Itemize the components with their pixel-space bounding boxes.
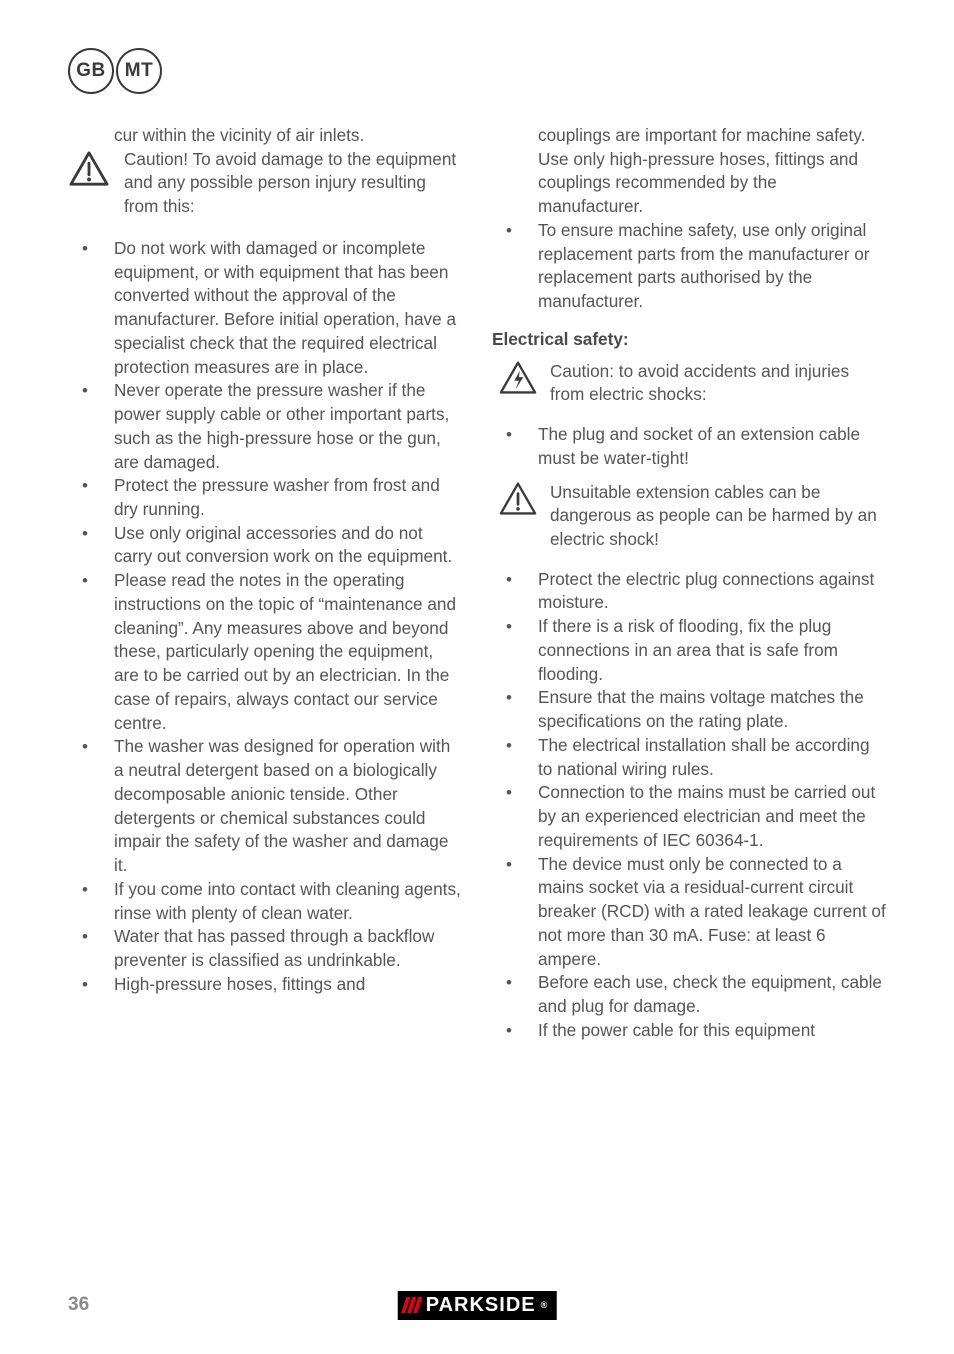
country-badge-mt: MT — [116, 48, 162, 94]
list-item: Before each use, check the equipment, ca… — [492, 971, 886, 1018]
bullet-text: Protect the electric plug connections ag… — [538, 569, 874, 613]
extension-warn-block: Unsuitable extension cables can be dange… — [492, 481, 886, 552]
warning-icon — [498, 481, 538, 517]
list-item: The washer was designed for operation wi… — [68, 735, 462, 877]
shock-caution-text: Caution: to avoid accidents and injuries… — [550, 360, 886, 407]
brand-registered-icon: ® — [541, 1300, 549, 1310]
list-item: Please read the notes in the operating i… — [68, 569, 462, 735]
shock-caution-block: Caution: to avoid accidents and injuries… — [492, 360, 886, 407]
caution-text: Caution! To avoid damage to the equipmen… — [124, 148, 462, 219]
right-top-bullet-list: To ensure machine safety, use only origi… — [492, 219, 886, 314]
list-item: The device must only be connected to a m… — [492, 853, 886, 972]
electrical-safety-heading: Electrical safety: — [492, 328, 886, 352]
bullet-text: Before each use, check the equipment, ca… — [538, 972, 882, 1016]
left-continuation-text: cur within the vicinity of air inlets. — [68, 124, 462, 148]
bullet-text: The device must only be connected to a m… — [538, 854, 886, 969]
bullet-text: The washer was designed for operation wi… — [114, 736, 450, 875]
list-item: If there is a risk of flooding, fix the … — [492, 615, 886, 686]
bullet-text: If the power cable for this equipment — [538, 1020, 815, 1040]
list-item: If you come into contact with cleaning a… — [68, 878, 462, 925]
brand-logo: PARKSIDE ® — [398, 1291, 557, 1320]
list-item: Never operate the pressure washer if the… — [68, 379, 462, 474]
bullet-text: Ensure that the mains voltage matches th… — [538, 687, 864, 731]
list-item: The plug and socket of an extension cabl… — [492, 423, 886, 470]
electric-shock-icon — [498, 360, 538, 396]
right-column: couplings are important for machine safe… — [492, 124, 886, 1042]
bullet-text: Connection to the mains must be carried … — [538, 782, 875, 849]
right-continuation-text: couplings are important for machine safe… — [492, 124, 886, 219]
list-item: Water that has passed through a backflow… — [68, 925, 462, 972]
bullet-text: Use only original accessories and do not… — [114, 523, 452, 567]
list-item: Protect the pressure washer from frost a… — [68, 474, 462, 521]
bullet-text: High-pressure hoses, fittings and — [114, 974, 365, 994]
right-mid-bullet-list: The plug and socket of an extension cabl… — [492, 423, 886, 470]
list-item: Connection to the mains must be carried … — [492, 781, 886, 852]
page-number: 36 — [68, 1294, 89, 1316]
bullet-text: Water that has passed through a backflow… — [114, 926, 434, 970]
bullet-text: If there is a risk of flooding, fix the … — [538, 616, 838, 683]
list-item: The electrical installation shall be acc… — [492, 734, 886, 781]
bullet-text: To ensure machine safety, use only origi… — [538, 220, 869, 311]
list-item: If the power cable for this equipment — [492, 1019, 886, 1043]
list-item: High-pressure hoses, fittings and — [68, 973, 462, 997]
country-badge-gb: GB — [68, 48, 114, 94]
list-item: Do not work with damaged or incomplete e… — [68, 237, 462, 379]
list-item: Protect the electric plug connections ag… — [492, 568, 886, 615]
bullet-text: Do not work with damaged or incomplete e… — [114, 238, 456, 377]
caution-block: Caution! To avoid damage to the equipmen… — [68, 148, 462, 219]
content-columns: cur within the vicinity of air inlets. C… — [68, 124, 886, 1042]
bullet-text: If you come into contact with cleaning a… — [114, 879, 461, 923]
list-item: Ensure that the mains voltage matches th… — [492, 686, 886, 733]
bullet-text: The plug and socket of an extension cabl… — [538, 424, 860, 468]
country-badges: GB MT — [68, 48, 162, 94]
header: GB MT — [68, 48, 886, 94]
brand-stripes-icon — [404, 1297, 420, 1313]
extension-warn-text: Unsuitable extension cables can be dange… — [550, 481, 886, 552]
left-column: cur within the vicinity of air inlets. C… — [68, 124, 462, 1042]
bullet-text: The electrical installation shall be acc… — [538, 735, 870, 779]
bullet-text: Protect the pressure washer from frost a… — [114, 475, 440, 519]
left-bullet-list: Do not work with damaged or incomplete e… — [68, 237, 462, 997]
footer: 36 PARKSIDE ® — [68, 1294, 886, 1316]
warning-icon — [68, 150, 110, 188]
page: GB MT cur within the vicinity of air inl… — [0, 0, 954, 1354]
list-item: Use only original accessories and do not… — [68, 522, 462, 569]
bullet-text: Never operate the pressure washer if the… — [114, 380, 449, 471]
brand-text: PARKSIDE — [426, 1294, 536, 1317]
bullet-text: Please read the notes in the operating i… — [114, 570, 456, 732]
right-bottom-bullet-list: Protect the electric plug connections ag… — [492, 568, 886, 1043]
list-item: To ensure machine safety, use only origi… — [492, 219, 886, 314]
